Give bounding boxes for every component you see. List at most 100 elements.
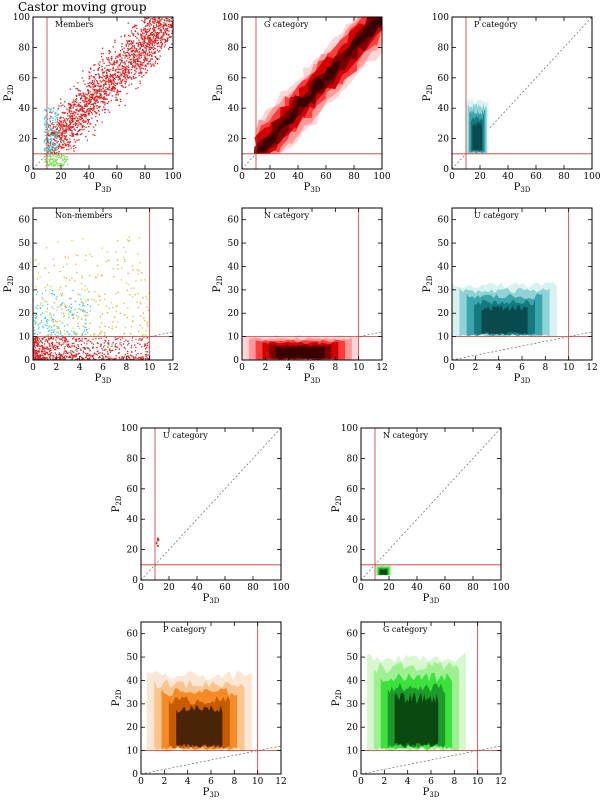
data-point: [111, 88, 113, 90]
data-point: [114, 51, 117, 53]
data-point: [33, 344, 36, 346]
data-point: [42, 326, 44, 329]
data-point: [48, 350, 51, 353]
data-point: [73, 313, 75, 316]
data-point: [136, 37, 138, 39]
data-point: [93, 82, 95, 84]
data-point: [123, 51, 125, 53]
data-point: [149, 40, 151, 42]
data-point: [107, 109, 109, 111]
data-point: [42, 358, 45, 360]
data-point: [155, 33, 157, 35]
data-point: [68, 313, 70, 315]
data-point: [141, 339, 143, 341]
data-point: [136, 50, 139, 52]
x-tick-label: 40: [411, 583, 423, 593]
data-point: [88, 114, 90, 116]
data-point: [43, 343, 46, 345]
data-point: [53, 264, 55, 266]
data-point: [100, 95, 103, 97]
data-point: [56, 309, 58, 311]
data-point: [44, 150, 46, 152]
data-point: [58, 143, 61, 145]
y-axis-label: P2D: [212, 275, 224, 292]
data-point: [108, 101, 110, 103]
data-point: [67, 343, 69, 345]
data-point: [88, 130, 90, 132]
data-point: [94, 124, 97, 126]
data-point: [44, 118, 46, 120]
data-point: [107, 58, 109, 61]
data-point: [47, 335, 49, 337]
data-point: [56, 345, 58, 348]
data-point: [55, 163, 57, 165]
data-point: [112, 341, 114, 344]
x-tick-label: 0: [30, 363, 36, 373]
data-point: [49, 155, 51, 157]
data-point: [38, 338, 40, 340]
data-point: [65, 355, 68, 357]
data-point: [160, 40, 162, 42]
data-point: [134, 51, 136, 53]
data-point: [69, 141, 72, 143]
data-point: [49, 164, 51, 166]
data-point: [78, 338, 80, 340]
data-point: [65, 136, 67, 138]
data-point: [63, 315, 65, 318]
data-point: [101, 97, 103, 100]
data-point: [70, 127, 72, 129]
data-point: [61, 339, 64, 342]
data-point: [52, 358, 54, 360]
data-point: [83, 111, 85, 113]
x-axis-label: P3D: [304, 182, 321, 194]
data-point: [127, 40, 129, 43]
data-point: [143, 20, 145, 23]
data-point: [51, 134, 53, 137]
data-point: [57, 107, 59, 110]
y-tick-label: 60: [438, 216, 450, 226]
data-point: [82, 238, 84, 240]
data-point: [51, 116, 53, 119]
data-point: [70, 107, 72, 109]
data-point: [104, 111, 106, 114]
data-point: [127, 307, 129, 309]
data-point: [56, 117, 59, 119]
data-point: [144, 39, 146, 41]
y-tick-label: 20: [438, 135, 450, 145]
data-point: [51, 344, 53, 346]
data-point: [137, 45, 140, 47]
data-point: [61, 153, 63, 155]
data-point: [33, 348, 35, 351]
data-point: [140, 358, 142, 360]
data-point: [115, 293, 117, 295]
data-point: [72, 112, 74, 115]
data-point: [132, 33, 134, 36]
data-point: [107, 259, 109, 261]
data-point: [171, 26, 173, 28]
data-point: [140, 30, 143, 32]
data-point: [128, 342, 130, 345]
data-point: [71, 313, 74, 316]
y-tick-label: 10: [19, 333, 31, 343]
data-point: [74, 280, 76, 282]
data-point: [63, 351, 65, 353]
data-point: [141, 356, 143, 358]
data-point: [117, 239, 119, 242]
data-point: [138, 357, 140, 359]
data-point: [42, 354, 44, 357]
data-point: [75, 146, 77, 149]
data-point: [142, 68, 145, 70]
data-point: [80, 308, 82, 311]
data-point: [137, 58, 139, 60]
data-point: [46, 133, 49, 135]
data-point: [54, 333, 56, 336]
data-point: [165, 33, 168, 36]
data-point: [105, 349, 107, 351]
x-axis-label: P3D: [95, 373, 112, 385]
data-point: [53, 330, 55, 332]
data-point: [137, 33, 139, 36]
data-point: [61, 133, 63, 135]
data-point: [84, 114, 86, 116]
data-point: [102, 79, 104, 81]
data-point: [125, 282, 128, 284]
